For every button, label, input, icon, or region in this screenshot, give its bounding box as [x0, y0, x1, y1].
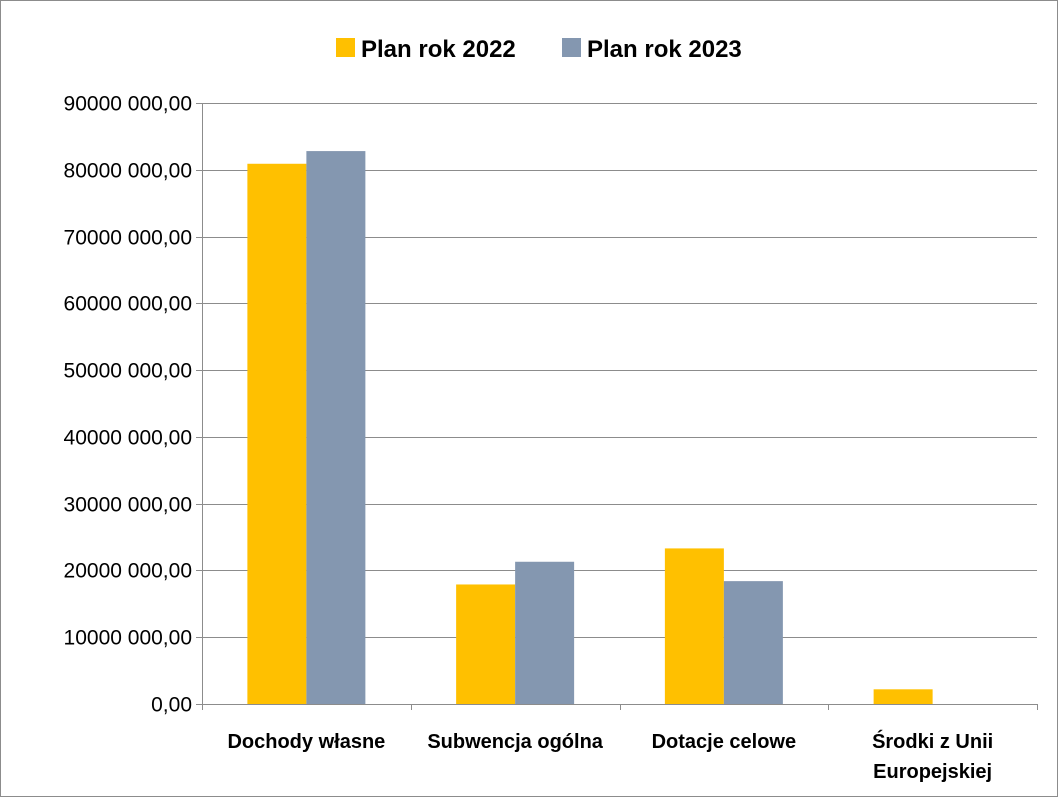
bar-1-4 — [873, 689, 933, 704]
y-tick-label: 70000 000,00 — [64, 227, 192, 250]
y-tick-label: 40000 000,00 — [64, 427, 192, 450]
bar-1-1 — [247, 163, 307, 705]
legend-label-series-2: Plan rok 2023 — [587, 36, 742, 63]
y-tick-label: 20000 000,00 — [64, 560, 192, 583]
x-category-label: Subwencja ogólna — [427, 731, 603, 753]
legend-swatch-series-1 — [336, 38, 355, 57]
legend-label-series-1: Plan rok 2022 — [361, 36, 516, 63]
y-tick-label: 0,00 — [151, 694, 192, 717]
y-tick-label: 90000 000,00 — [64, 93, 192, 116]
bars — [247, 151, 933, 705]
x-category-label: Środki z Unii Europejskiej — [872, 729, 993, 783]
axes — [196, 103, 1038, 710]
bar-1-2 — [456, 584, 516, 704]
bar-1-3 — [664, 548, 724, 704]
y-tick-label: 60000 000,00 — [64, 293, 192, 316]
y-tick-label: 50000 000,00 — [64, 360, 192, 383]
y-tick-label: 80000 000,00 — [64, 160, 192, 183]
x-category-label: Dochody własne — [227, 731, 385, 753]
y-tick-label: 30000 000,00 — [64, 494, 192, 517]
bar-2-1 — [306, 151, 366, 704]
x-axis-category-labels: Dochody własne Subwencja ogólna Dotacje ce… — [227, 729, 993, 783]
bar-2-2 — [515, 561, 575, 704]
legend: Plan rok 2022 Plan rok 2023 — [336, 36, 742, 63]
bar-2-3 — [723, 581, 783, 704]
legend-swatch-series-2 — [562, 38, 581, 57]
y-tick-label: 10000 000,00 — [64, 627, 192, 650]
y-axis-tick-labels: 0,00 10000 000,00 20000 000,00 30000 000,00… — [64, 93, 192, 717]
x-category-label: Dotacje celowe — [652, 731, 797, 753]
